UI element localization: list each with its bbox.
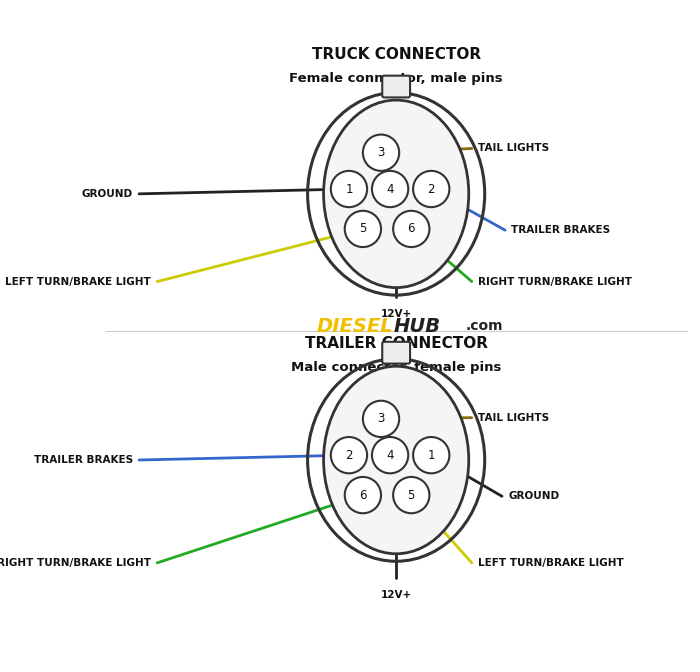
Text: Male connector, female pins: Male connector, female pins xyxy=(291,361,501,374)
Text: GROUND: GROUND xyxy=(82,189,133,199)
Text: 12V+: 12V+ xyxy=(381,308,412,319)
Text: LEFT TURN/BRAKE LIGHT: LEFT TURN/BRAKE LIGHT xyxy=(6,277,151,286)
FancyBboxPatch shape xyxy=(382,76,410,97)
Ellipse shape xyxy=(323,100,469,288)
Text: RIGHT TURN/BRAKE LIGHT: RIGHT TURN/BRAKE LIGHT xyxy=(478,277,632,286)
Text: .com: .com xyxy=(466,319,503,333)
Text: HUB: HUB xyxy=(393,317,440,336)
Text: 1: 1 xyxy=(428,449,435,462)
Circle shape xyxy=(363,401,399,437)
Text: RIGHT TURN/BRAKE LIGHT: RIGHT TURN/BRAKE LIGHT xyxy=(0,558,151,568)
Text: DIESEL: DIESEL xyxy=(316,317,393,336)
Circle shape xyxy=(413,171,449,207)
Circle shape xyxy=(393,211,429,247)
Text: TAIL LIGHTS: TAIL LIGHTS xyxy=(478,144,549,153)
Circle shape xyxy=(344,477,381,513)
Text: 1: 1 xyxy=(345,183,353,196)
FancyBboxPatch shape xyxy=(382,342,410,364)
Text: GROUND: GROUND xyxy=(508,491,559,501)
Circle shape xyxy=(372,437,408,473)
Text: 4: 4 xyxy=(386,449,394,462)
Text: TRAILER CONNECTOR: TRAILER CONNECTOR xyxy=(304,336,488,351)
Text: TAIL LIGHTS: TAIL LIGHTS xyxy=(478,413,549,423)
Text: TRAILER BRAKES: TRAILER BRAKES xyxy=(511,225,610,235)
Circle shape xyxy=(393,477,429,513)
Text: 2: 2 xyxy=(345,449,353,462)
Text: 4: 4 xyxy=(386,183,394,196)
Circle shape xyxy=(331,171,367,207)
Text: Female connector, male pins: Female connector, male pins xyxy=(289,73,503,85)
Text: 5: 5 xyxy=(407,489,415,501)
Text: 6: 6 xyxy=(359,489,367,501)
Text: 3: 3 xyxy=(377,146,385,159)
Text: 6: 6 xyxy=(407,222,415,235)
Text: 12V+: 12V+ xyxy=(381,590,412,600)
Text: 5: 5 xyxy=(359,222,367,235)
Circle shape xyxy=(413,437,449,473)
Text: LEFT TURN/BRAKE LIGHT: LEFT TURN/BRAKE LIGHT xyxy=(478,558,624,568)
Circle shape xyxy=(363,134,399,171)
Text: TRUCK CONNECTOR: TRUCK CONNECTOR xyxy=(312,47,481,62)
Circle shape xyxy=(331,437,367,473)
Text: TRAILER BRAKES: TRAILER BRAKES xyxy=(34,455,133,465)
Circle shape xyxy=(344,211,381,247)
Text: 2: 2 xyxy=(428,183,435,196)
Circle shape xyxy=(372,171,408,207)
Ellipse shape xyxy=(323,366,469,554)
Text: 3: 3 xyxy=(377,413,385,425)
